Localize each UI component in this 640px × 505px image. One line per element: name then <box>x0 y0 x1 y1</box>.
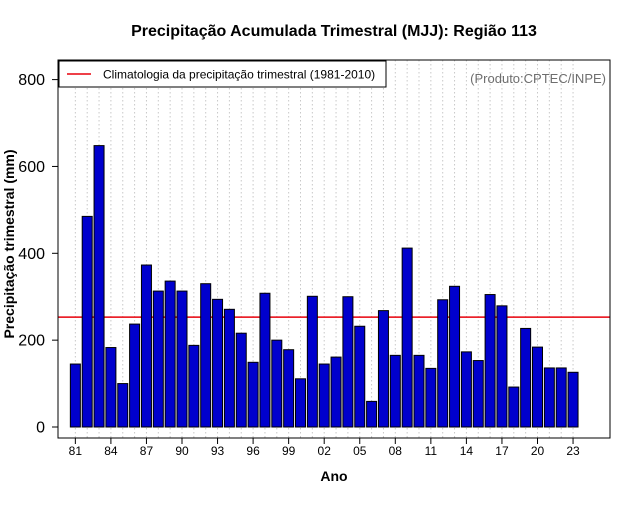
bar-2022 <box>555 367 567 428</box>
bar-1997 <box>259 292 271 428</box>
x-axis: 81 84 87 90 93 96 99 02 05 08 11 14 17 20 23 <box>69 438 580 458</box>
y-axis: 0 200 400 600 800 <box>18 72 58 437</box>
bar-2023 <box>567 371 579 428</box>
x-tick-label: 81 <box>69 444 83 458</box>
bar-2011 <box>425 367 437 428</box>
bar-1995 <box>235 332 247 428</box>
x-tick-label: 17 <box>495 444 509 458</box>
bar-1988 <box>152 290 164 428</box>
bar-2004 <box>342 296 354 428</box>
legend-label: Climatologia da precipitação trimestral … <box>103 68 375 82</box>
bar-1986 <box>129 323 141 428</box>
source-note: (Produto:CPTEC/INPE) <box>470 71 606 86</box>
plot-frame <box>57 59 611 439</box>
bar-2018 <box>508 386 520 428</box>
bar-2000 <box>295 378 306 428</box>
bar-2016 <box>484 294 496 428</box>
bar-2014 <box>460 351 472 428</box>
bar-2006 <box>366 400 378 428</box>
bar-2012 <box>437 299 449 428</box>
bar-1989 <box>164 280 176 428</box>
bar-1990 <box>176 290 188 428</box>
x-tick-label: 87 <box>140 444 154 458</box>
bar-2003 <box>330 356 342 428</box>
bar-1983 <box>93 145 105 428</box>
bar-2020 <box>532 346 543 428</box>
x-axis-label: Ano <box>320 468 347 484</box>
y-tick-label: 200 <box>18 333 45 350</box>
bar-1987 <box>140 264 152 428</box>
bar-1999 <box>283 349 295 428</box>
bar-1998 <box>271 339 283 428</box>
bar-2021 <box>543 367 555 428</box>
bar-2007 <box>377 310 389 428</box>
y-axis-label: Precipitação trimestral (mm) <box>1 149 17 338</box>
bar-1993 <box>212 298 224 428</box>
bar-2015 <box>472 360 484 428</box>
x-tick-label: 84 <box>104 444 118 458</box>
bar-2001 <box>306 295 318 428</box>
y-tick-label: 400 <box>18 246 45 263</box>
legend-box <box>58 60 387 88</box>
bar-1985 <box>117 383 129 428</box>
bar-2005 <box>354 325 366 428</box>
x-tick-label: 96 <box>246 444 260 458</box>
bar-2002 <box>318 363 330 428</box>
grid <box>74 60 574 438</box>
bar-1981 <box>69 363 81 428</box>
x-tick-label: 90 <box>175 444 189 458</box>
bars <box>69 145 579 428</box>
x-tick-label: 14 <box>460 444 474 458</box>
x-tick-label: 99 <box>282 444 296 458</box>
x-tick-label: 23 <box>566 444 580 458</box>
y-tick-label: 0 <box>36 420 45 437</box>
bar-1992 <box>200 283 212 428</box>
x-tick-label: 93 <box>211 444 225 458</box>
bar-2019 <box>520 327 532 428</box>
chart-title: Precipitação Acumulada Trimestral (MJJ):… <box>131 23 537 40</box>
legend: Climatologia da precipitação trimestral … <box>58 60 387 88</box>
x-tick-label: 08 <box>389 444 403 458</box>
bar-1991 <box>188 344 200 428</box>
x-tick-label: 11 <box>425 444 438 458</box>
bar-1994 <box>223 308 235 428</box>
bar-1984 <box>105 347 117 428</box>
x-tick-label: 20 <box>531 444 545 458</box>
bar-2013 <box>449 285 461 428</box>
x-tick-label: 05 <box>353 444 367 458</box>
bar-2010 <box>413 354 425 428</box>
y-tick-label: 800 <box>18 72 45 89</box>
bar-2009 <box>401 247 413 428</box>
y-tick-label: 600 <box>18 159 45 176</box>
bar-1982 <box>81 215 93 428</box>
x-tick-label: 02 <box>318 444 332 458</box>
bar-2017 <box>496 305 508 428</box>
bar-1996 <box>247 361 259 428</box>
bar-2008 <box>389 354 401 428</box>
